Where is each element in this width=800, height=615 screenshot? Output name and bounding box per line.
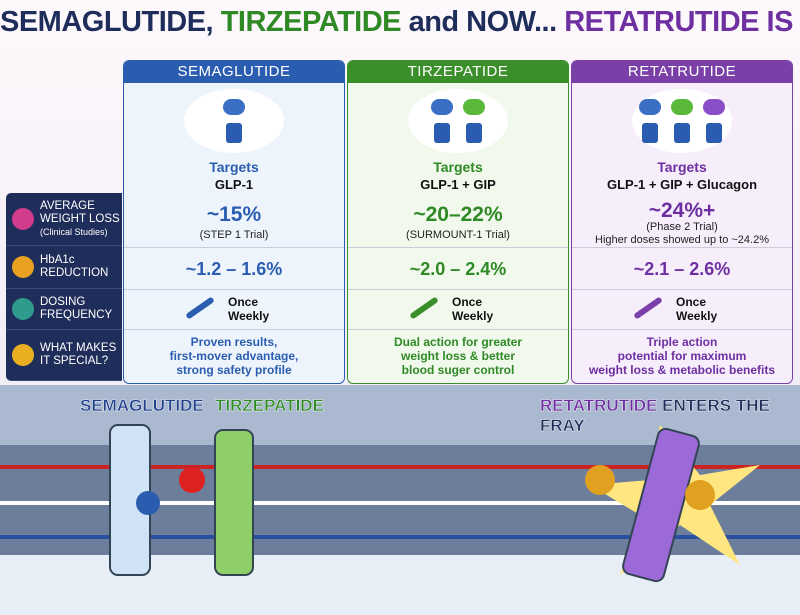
special: weight loss & better <box>400 349 516 363</box>
receptor-icon <box>431 99 453 115</box>
receptor-base <box>434 123 450 143</box>
receptor-icon <box>223 99 245 115</box>
row-divider <box>124 289 344 290</box>
title: SEMAGLUTIDE, TIRZEPATIDE and NOW... RETA… <box>0 6 800 39</box>
row-divider <box>348 247 568 248</box>
dosing: Once <box>452 295 483 309</box>
title-part: and NOW... <box>408 6 558 38</box>
icon <box>12 344 34 366</box>
receptor-icon <box>463 99 485 115</box>
targets-label: Targets <box>657 159 707 175</box>
receptor-icon <box>703 99 725 115</box>
row-label: WHAT MAKES IT SPECIAL? <box>6 330 122 381</box>
title-part: TIRZEPATIDE <box>220 6 402 38</box>
dosing: Weekly <box>452 309 494 323</box>
special: weight loss & metabolic benefits <box>588 363 776 377</box>
row-divider <box>124 329 344 330</box>
receptor-base <box>674 123 690 143</box>
dosing: Once <box>676 295 707 309</box>
title-part: RETATRUTIDE IS COMING! <box>564 6 800 38</box>
target-icons <box>184 89 284 153</box>
special: potential for maximum <box>617 349 747 363</box>
icon <box>12 298 34 320</box>
receptor-base <box>642 123 658 143</box>
row-divider <box>572 289 792 290</box>
fighter-text: ENTERS THE FRAY <box>540 396 770 435</box>
receptor-base <box>706 123 722 143</box>
dosing: Weekly <box>228 309 270 323</box>
column-header: RETATRUTIDE <box>572 61 792 83</box>
glove <box>585 465 615 495</box>
weight-loss: ~24%+ <box>648 199 716 222</box>
row-divider <box>572 329 792 330</box>
column-header: TIRZEPATIDE <box>348 61 568 83</box>
weight-loss-note: (STEP 1 Trial) <box>199 229 269 241</box>
targets-label: Targets <box>209 159 259 175</box>
receptor-base <box>466 123 482 143</box>
glove <box>179 467 205 493</box>
fighter-name: RETATRUTIDE <box>540 396 658 415</box>
row-label: DOSING FREQUENCY <box>6 289 122 330</box>
hba1c: ~2.1 – 2.6% <box>633 259 731 279</box>
fighter-label: RETATRUTIDE ENTERS THE FRAY <box>540 396 800 436</box>
weight-loss-note: (Phase 2 Trial) <box>646 221 718 233</box>
syringe-icon <box>185 296 215 320</box>
label: AVERAGE WEIGHT LOSS <box>40 199 120 225</box>
fighter-label: SEMAGLUTIDE <box>80 396 204 415</box>
label-note: (Clinical Studies) <box>40 226 108 237</box>
column: SEMAGLUTIDE Targets GLP-1 ~15% (STEP 1 Trial… <box>123 60 345 384</box>
target-icons <box>632 89 732 153</box>
hba1c: ~2.0 – 2.4% <box>409 259 507 279</box>
label: HbA1c REDUCTION <box>40 254 109 279</box>
targets-label: Targets <box>433 159 483 175</box>
weight-loss: ~20–22% <box>413 203 503 226</box>
row-label: HbA1c REDUCTION <box>6 246 122 289</box>
boxing-scene <box>0 385 800 615</box>
icon <box>12 208 34 230</box>
label-text: AVERAGE WEIGHT LOSS (Clinical Studies) <box>40 200 122 239</box>
hba1c: ~1.2 – 1.6% <box>185 259 283 279</box>
weight-loss-note: (SURMOUNT-1 Trial) <box>406 229 510 241</box>
title-part: SEMAGLUTIDE, <box>0 6 214 38</box>
row-label: AVERAGE WEIGHT LOSS (Clinical Studies) <box>6 193 122 246</box>
syringe-purple <box>622 427 700 583</box>
special: first-mover advantage, <box>169 349 299 363</box>
receptor-base <box>226 123 242 143</box>
label: DOSING FREQUENCY <box>40 296 113 321</box>
targets: GLP-1 + GIP <box>420 177 496 192</box>
targets: GLP-1 + GIP + Glucagon <box>606 177 758 192</box>
special: Dual action for greater <box>393 335 523 349</box>
syringe-green <box>214 429 254 576</box>
weight-loss: ~15% <box>206 203 262 226</box>
weight-loss-extra: Higher doses showed up to ~24.2% <box>595 234 769 246</box>
row-divider <box>348 329 568 330</box>
special: strong safety profile <box>176 363 292 377</box>
row-divider <box>124 247 344 248</box>
glove <box>685 480 715 510</box>
syringe-icon <box>409 296 439 320</box>
dosing: Once <box>228 295 259 309</box>
special: Triple action <box>646 335 718 349</box>
dosing: Weekly <box>676 309 718 323</box>
special: Proven results, <box>190 335 278 349</box>
label: WHAT MAKES IT SPECIAL? <box>40 342 117 367</box>
receptor-icon <box>639 99 661 115</box>
column: TIRZEPATIDE Targets GLP-1 + GIP ~20–22% (SUR… <box>347 60 569 384</box>
fighter-label: TIRZEPATIDE <box>215 396 324 415</box>
glove <box>136 491 160 515</box>
row-divider <box>348 289 568 290</box>
row-divider <box>572 247 792 248</box>
targets: GLP-1 <box>214 177 254 192</box>
receptor-icon <box>671 99 693 115</box>
column-header: SEMAGLUTIDE <box>124 61 344 83</box>
icon <box>12 256 34 278</box>
target-icons <box>408 89 508 153</box>
column: RETATRUTIDE Targets GLP-1 + GIP + Glucagon… <box>571 60 793 384</box>
syringe-icon <box>633 296 663 320</box>
special: blood suger control <box>401 363 515 377</box>
